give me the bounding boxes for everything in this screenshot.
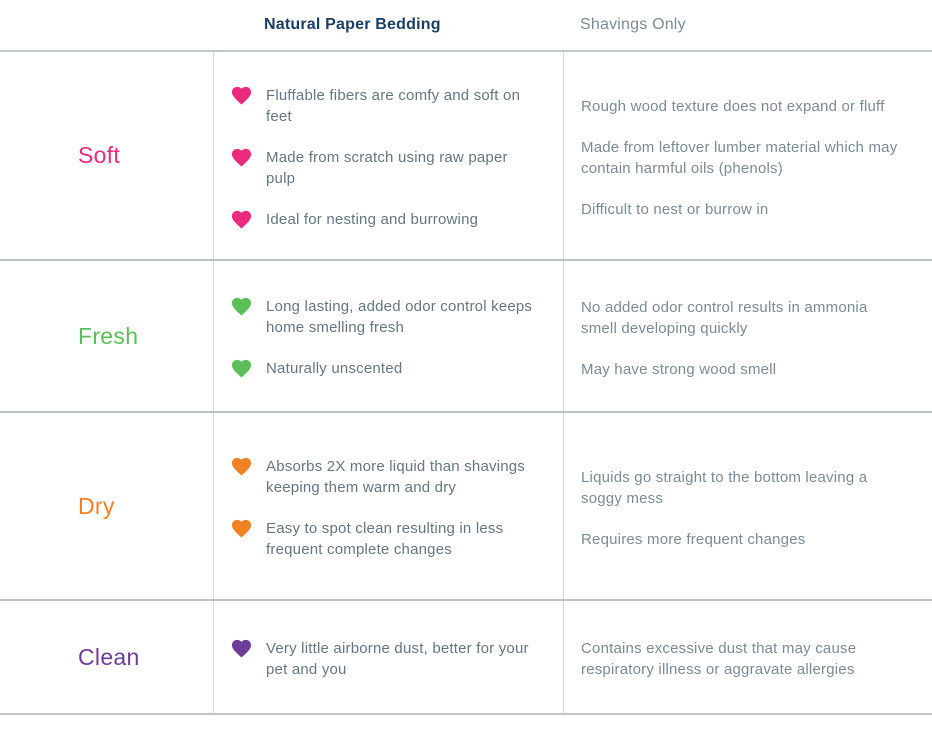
- point-text: May have strong wood smell: [581, 360, 777, 378]
- heart-icon: [231, 457, 252, 476]
- heart-icon: [231, 297, 252, 316]
- table-row-soft: Soft Fluffable fibers are comfy and soft…: [0, 52, 932, 261]
- heart-icon: [231, 86, 252, 104]
- row-label-cell: Clean: [0, 601, 213, 713]
- row-label: Fresh: [78, 322, 139, 349]
- point-text: Made from scratch using raw paper pulp: [266, 148, 508, 187]
- paper-bedding-cell: Very little airborne dust, better for yo…: [213, 601, 563, 713]
- table-header-row: Natural Paper Bedding Shavings Only: [0, 0, 932, 52]
- table-row-clean: Clean Very little airborne dust, better …: [0, 601, 932, 715]
- point-text: Absorbs 2X more liquid than shavings kee…: [266, 458, 526, 496]
- table-row-fresh: Fresh Long lasting, added odor control k…: [0, 261, 932, 413]
- shavings-cell: No added odor control results in ammonia…: [563, 261, 932, 411]
- row-label: Clean: [78, 643, 140, 670]
- comparison-table: Natural Paper Bedding Shavings Only Soft…: [0, 0, 932, 715]
- heart-icon: [231, 359, 252, 378]
- point-text: Easy to spot clean resulting in less fre…: [266, 520, 504, 558]
- list-item: Very little airborne dust, better for yo…: [229, 638, 537, 680]
- header-shavings-only: Shavings Only: [580, 16, 686, 33]
- heart-icon: [231, 639, 252, 658]
- row-label: Dry: [78, 492, 115, 519]
- table-row-dry: Dry Absorbs 2X more liquid than shavings…: [0, 413, 932, 601]
- heart-icon: [231, 519, 252, 538]
- list-item: Long lasting, added odor control keeps h…: [229, 296, 537, 338]
- point-text: Ideal for nesting and burrowing: [266, 210, 479, 228]
- shavings-cell: Liquids go straight to the bottom leavin…: [563, 413, 932, 599]
- point-text: Very little airborne dust, better for yo…: [266, 640, 529, 678]
- point-text: Liquids go straight to the bottom leavin…: [581, 468, 868, 507]
- paper-bedding-cell: Long lasting, added odor control keeps h…: [213, 261, 563, 411]
- point-text: Naturally unscented: [266, 360, 403, 377]
- shavings-cell: Contains excessive dust that may cause r…: [563, 601, 932, 713]
- heart-icon: [231, 148, 252, 166]
- row-label-cell: Fresh: [0, 261, 213, 411]
- paper-bedding-cell: Absorbs 2X more liquid than shavings kee…: [213, 413, 563, 599]
- list-item: Fluffable fibers are comfy and soft on f…: [229, 85, 537, 127]
- row-label-cell: Soft: [0, 52, 213, 259]
- row-label-cell: Dry: [0, 413, 213, 599]
- heart-icon: [231, 210, 252, 228]
- shavings-cell: Rough wood texture does not expand or fl…: [563, 52, 932, 259]
- point-text: Contains excessive dust that may cause r…: [581, 640, 857, 678]
- point-text: Long lasting, added odor control keeps h…: [266, 298, 533, 336]
- point-text: Requires more frequent changes: [581, 530, 806, 548]
- list-item: Made from scratch using raw paper pulp: [229, 147, 537, 189]
- point-text: Difficult to nest or burrow in: [581, 200, 769, 218]
- point-text: Rough wood texture does not expand or fl…: [581, 97, 885, 115]
- row-label: Soft: [78, 142, 121, 168]
- point-text: Fluffable fibers are comfy and soft on f…: [266, 86, 521, 125]
- list-item: Ideal for nesting and burrowing: [229, 209, 537, 231]
- paper-bedding-cell: Fluffable fibers are comfy and soft on f…: [213, 52, 563, 259]
- point-text: Made from leftover lumber material which…: [581, 138, 898, 177]
- header-natural-paper-bedding: Natural Paper Bedding: [264, 16, 441, 33]
- list-item: Easy to spot clean resulting in less fre…: [229, 518, 537, 560]
- list-item: Absorbs 2X more liquid than shavings kee…: [229, 456, 537, 498]
- point-text: No added odor control results in ammonia…: [581, 298, 868, 337]
- list-item: Naturally unscented: [229, 358, 537, 380]
